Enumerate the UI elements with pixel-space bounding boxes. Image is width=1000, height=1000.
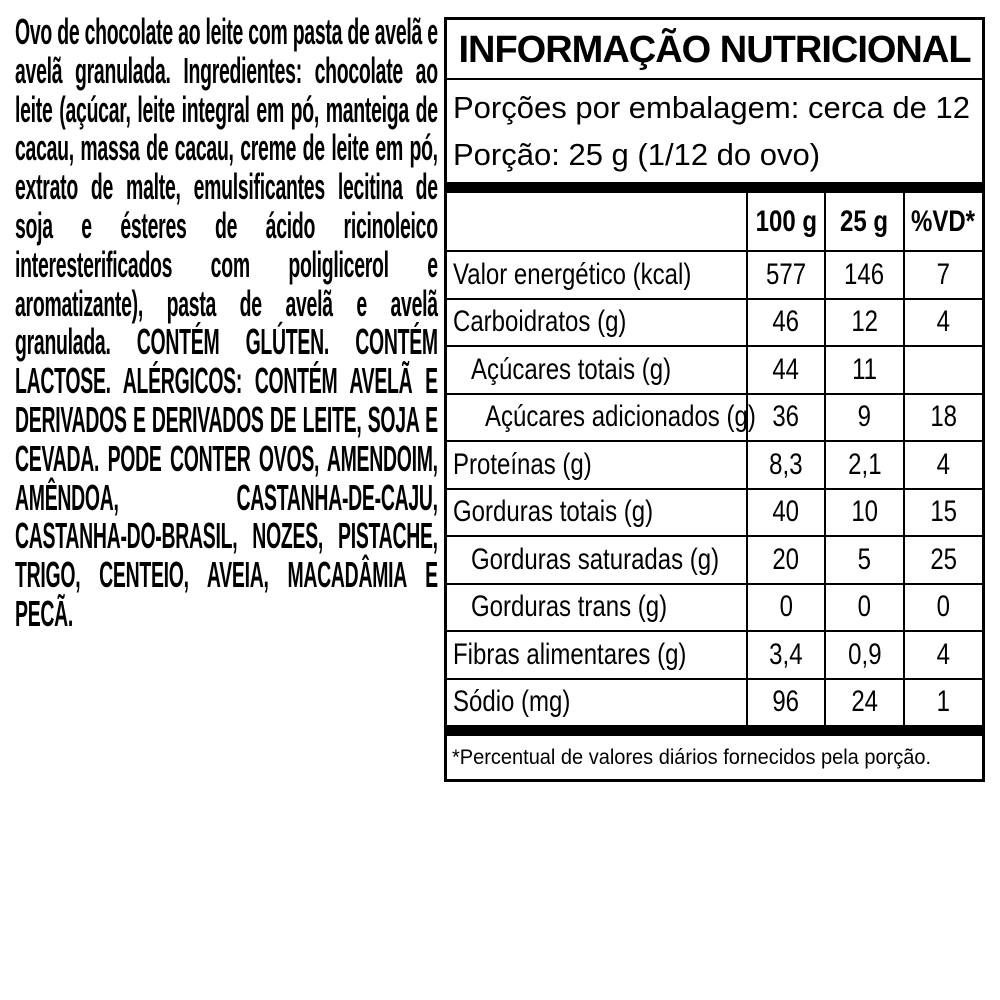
row-label: Fibras alimentares (g) <box>453 637 687 671</box>
value-vd: 18 <box>930 400 957 434</box>
table-row-gorduras-trans: Gorduras trans (g) 0 0 0 <box>447 582 982 630</box>
value-100g: 0 <box>779 590 793 624</box>
value-25g: 12 <box>851 305 878 339</box>
row-label: Carboidratos (g) <box>453 305 627 339</box>
table-row-sodio: Sódio (mg) 96 24 1 <box>447 677 982 725</box>
value-vd: 0 <box>936 590 951 624</box>
value-vd: 7 <box>936 257 951 291</box>
table-row-fibras: Fibras alimentares (g) 3,4 0,9 4 <box>447 630 982 678</box>
value-vd: 15 <box>930 495 957 529</box>
header-25g-label: 25 g <box>840 204 889 238</box>
value-vd: 4 <box>936 305 951 339</box>
value-100g: 577 <box>765 257 807 291</box>
row-label: Açúcares adicionados (g) <box>485 400 756 434</box>
ingredients-block: Ovo de chocolate ao leite com pasta de a… <box>15 11 439 634</box>
row-label: Gorduras saturadas (g) <box>471 542 720 576</box>
value-100g: 96 <box>772 685 800 719</box>
serving-size: Porção: 25 g (1/12 do ovo) <box>453 137 821 172</box>
serving-info: Porções por embalagem: cerca de 12 Porçã… <box>447 80 982 182</box>
footnote-text: *Percentual de valores diários fornecido… <box>452 745 932 769</box>
row-label: Gorduras totais (g) <box>453 495 654 529</box>
table-row-gorduras-totais: Gorduras totais (g) 40 10 15 <box>447 487 982 535</box>
nutrition-facts-panel: INFORMAÇÃO NUTRICIONAL Porções por embal… <box>444 17 985 782</box>
servings-per-package: Porções por embalagem: cerca de 12 <box>453 90 970 125</box>
value-vd: 25 <box>930 542 957 576</box>
row-label: Sódio (mg) <box>453 685 571 719</box>
ingredients-paragraph: Ovo de chocolate ao leite com pasta de a… <box>15 11 438 634</box>
value-vd: 4 <box>936 637 951 671</box>
table-row-carboidratos: Carboidratos (g) 46 12 4 <box>447 297 982 345</box>
header-100g-label: 100 g <box>755 204 817 238</box>
row-label: Valor energético (kcal) <box>453 257 692 291</box>
header-blank-cell <box>447 193 746 250</box>
ingredients-description: Ovo de chocolate ao leite com pasta de a… <box>15 11 438 363</box>
value-100g: 8,3 <box>769 447 803 481</box>
table-row-acucares-totais: Açúcares totais (g) 44 11 <box>447 345 982 393</box>
value-25g: 10 <box>851 495 878 529</box>
separator-bar-bottom <box>447 725 982 736</box>
value-vd: 4 <box>936 447 951 481</box>
value-25g: 9 <box>857 400 872 434</box>
value-100g: 3,4 <box>769 637 803 671</box>
table-header-row: 100 g 25 g %VD* <box>447 193 982 250</box>
row-label: Açúcares totais (g) <box>471 352 672 386</box>
panel-title: INFORMAÇÃO NUTRICIONAL <box>447 20 982 80</box>
table-row-gorduras-saturadas: Gorduras saturadas (g) 20 5 25 <box>447 535 982 583</box>
header-col-vd: %VD* <box>903 193 982 250</box>
value-100g: 36 <box>772 400 800 434</box>
table-row-proteinas: Proteínas (g) 8,3 2,1 4 <box>447 440 982 488</box>
table-row-acucares-adicionados: Açúcares adicionados (g) 36 9 18 <box>447 392 982 440</box>
row-label: Proteínas (g) <box>453 447 592 481</box>
value-25g: 0 <box>857 590 872 624</box>
table-row-valor-energetico: Valor energético (kcal) 577 146 7 <box>447 250 982 298</box>
value-25g: 11 <box>852 352 877 386</box>
header-col-25g: 25 g <box>824 193 903 250</box>
value-25g: 5 <box>857 542 872 576</box>
header-vd-label: %VD* <box>911 204 976 238</box>
value-25g: 0,9 <box>847 637 882 671</box>
value-100g: 20 <box>772 542 800 576</box>
footnote: *Percentual de valores diários fornecido… <box>447 736 982 779</box>
separator-bar-top <box>447 182 982 193</box>
value-25g: 2,1 <box>847 447 882 481</box>
value-25g: 146 <box>844 257 885 291</box>
value-100g: 40 <box>772 495 800 529</box>
row-label: Gorduras trans (g) <box>471 590 668 624</box>
value-100g: 44 <box>772 352 800 386</box>
value-100g: 46 <box>772 305 800 339</box>
allergen-warning: CONTÉM GLÚTEN. CONTÉM LACTOSE. ALÉRGICOS… <box>15 321 438 634</box>
value-vd: 1 <box>936 685 951 719</box>
header-col-100g: 100 g <box>746 193 824 250</box>
value-25g: 24 <box>851 685 878 719</box>
